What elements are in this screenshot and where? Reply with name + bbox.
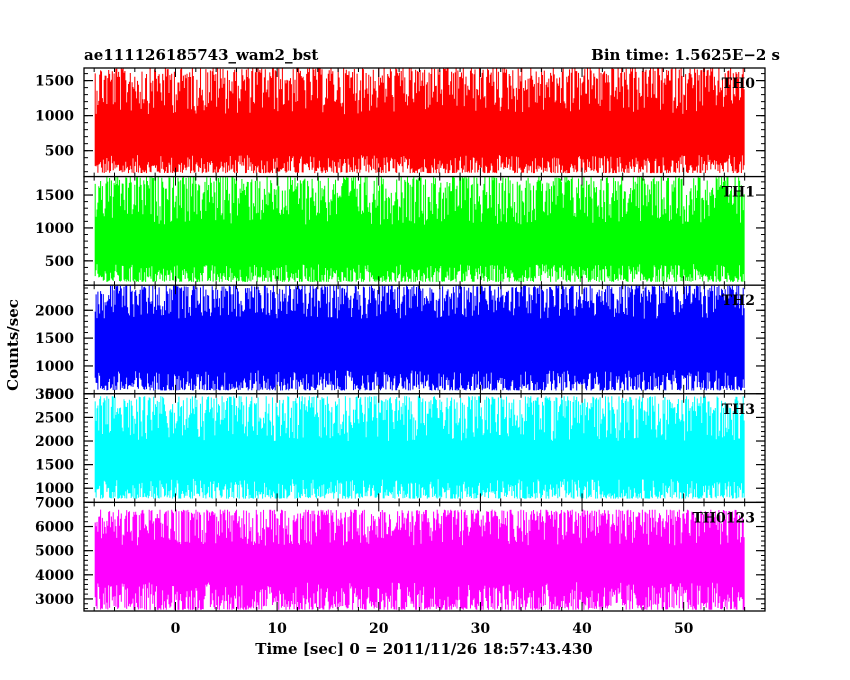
y-tick-label: 6000 bbox=[35, 520, 74, 536]
panel-th2: 500 1000 1500 2000 TH2 bbox=[35, 284, 766, 403]
panel-th0: 500 1000 1500 TH0 bbox=[35, 67, 766, 178]
y-tick-label: 2000 bbox=[35, 303, 74, 319]
y-tick-label: 7000 bbox=[35, 495, 74, 511]
panel-frame bbox=[83, 501, 766, 612]
y-tick-label: 500 bbox=[45, 387, 74, 403]
x-axis: 0 10 20 30 40 50 bbox=[171, 621, 694, 637]
panel-th3: 1000 1500 2000 2500 3000 TH3 bbox=[35, 387, 766, 504]
y-tick-label: 1500 bbox=[35, 331, 74, 347]
x-tick-label: 50 bbox=[674, 621, 694, 637]
chart-title: ae111126185743_wam2_bst bbox=[84, 46, 318, 64]
panel-th0123: 3000 4000 5000 6000 7000 TH0123 bbox=[35, 495, 766, 612]
y-tick-label: 1500 bbox=[35, 458, 74, 474]
y-tick-label: 2500 bbox=[35, 410, 74, 426]
y-tick-label: 1000 bbox=[35, 481, 74, 497]
series-th1 bbox=[94, 177, 745, 282]
panel-label-th0123: TH0123 bbox=[692, 510, 755, 526]
y-tick-label: 3000 bbox=[35, 387, 74, 403]
series-th3 bbox=[94, 396, 745, 499]
panels-group: 500 1000 1500 TH0 500 1000 1500 TH1 500 1000 1500 2… bbox=[35, 67, 766, 612]
panel-th1: 500 1000 1500 TH1 bbox=[35, 175, 766, 286]
y-tick-label: 1000 bbox=[35, 109, 74, 125]
x-tick-label: 20 bbox=[369, 621, 389, 637]
x-tick-label: 40 bbox=[572, 621, 592, 637]
x-axis-label: Time [sec] 0 = 2011/11/26 18:57:43.430 bbox=[255, 640, 592, 658]
panel-label-th0: TH0 bbox=[722, 76, 756, 92]
y-axis-label: Counts/sec bbox=[4, 299, 22, 391]
y-tick-label: 1000 bbox=[35, 221, 74, 237]
panel-label-th3: TH3 bbox=[722, 402, 755, 418]
y-tick-label: 2000 bbox=[35, 434, 74, 450]
y-tick-label: 1500 bbox=[35, 188, 74, 204]
x-tick-label: 0 bbox=[171, 621, 181, 637]
y-tick-label: 1000 bbox=[35, 359, 74, 375]
series-th2 bbox=[94, 285, 745, 391]
y-tick-label: 500 bbox=[45, 144, 74, 160]
y-tick-label: 3000 bbox=[35, 592, 74, 608]
y-tick-label: 4000 bbox=[35, 568, 74, 584]
series-th0 bbox=[94, 68, 745, 174]
y-tick-label: 1500 bbox=[35, 74, 74, 90]
x-tick-label: 30 bbox=[471, 621, 491, 637]
y-tick-label: 5000 bbox=[35, 544, 74, 560]
x-tick-label: 10 bbox=[267, 621, 287, 637]
y-tick-label: 500 bbox=[45, 254, 74, 270]
series-th0123 bbox=[94, 509, 745, 610]
panel-label-th2: TH2 bbox=[722, 293, 755, 309]
bin-time-label: Bin time: 1.5625E−2 s bbox=[591, 46, 780, 64]
panel-label-th1: TH1 bbox=[722, 185, 755, 201]
